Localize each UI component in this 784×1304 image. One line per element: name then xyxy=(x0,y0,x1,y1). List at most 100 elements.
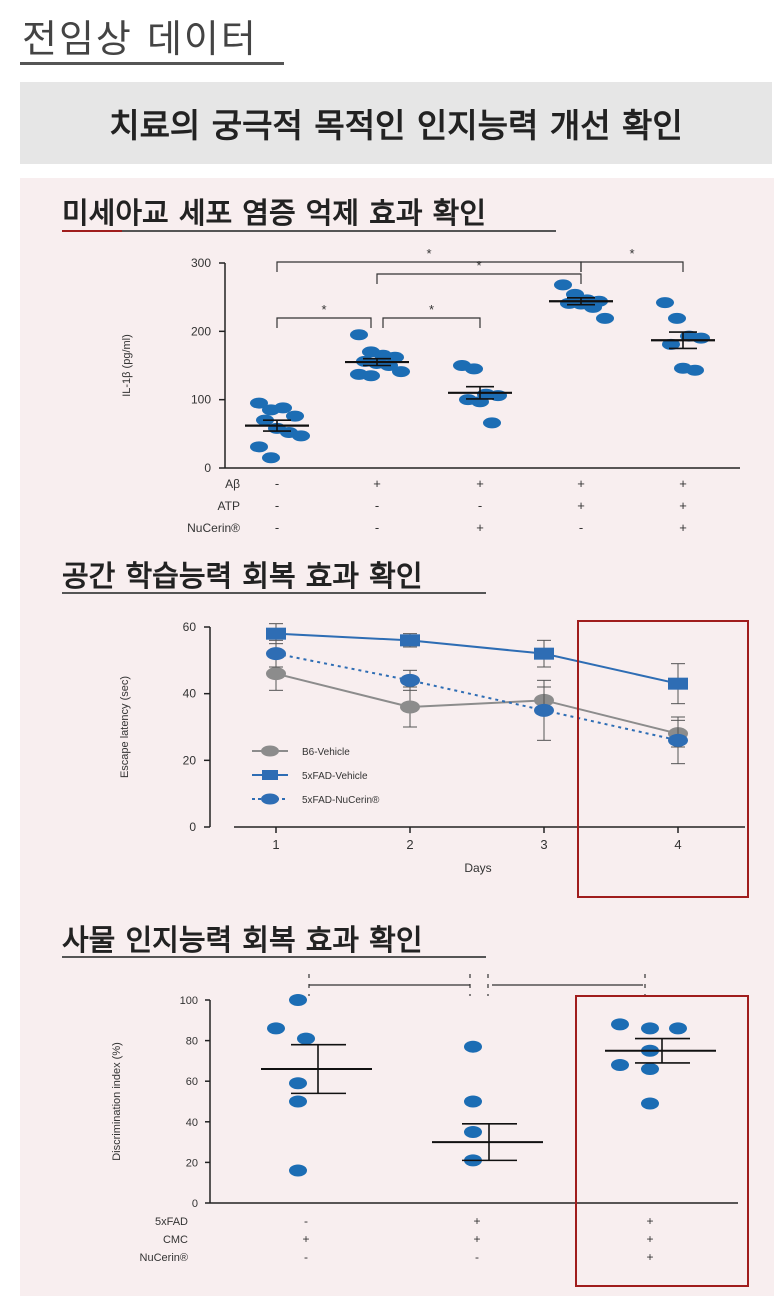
chart1-significance-bracket xyxy=(382,317,481,328)
chart2-data-point xyxy=(534,703,554,717)
chart1-condition-value: + xyxy=(476,476,484,491)
chart1-significance-bracket xyxy=(376,273,582,284)
chart2-legend-marker xyxy=(261,793,279,805)
chart2-y-axis-label: Escape latency (sec) xyxy=(119,676,131,778)
chart2-x-tick-label: 4 xyxy=(674,837,681,852)
chart1-data-point xyxy=(262,452,280,464)
chart1-condition-value: + xyxy=(679,520,687,535)
chart1-data-point xyxy=(465,363,483,375)
chart1-data-point xyxy=(392,366,410,378)
chart2-data-point xyxy=(266,667,286,681)
chart1-condition-value: - xyxy=(375,520,379,535)
chart1-condition-value: - xyxy=(478,498,482,513)
page-header: 전임상 데이터 xyxy=(22,17,258,61)
chart3-data-point xyxy=(641,1063,659,1076)
chart3-data-point xyxy=(289,994,307,1006)
chart1-condition-value: + xyxy=(679,498,687,513)
chart3-y-axis-label: Discrimination index (%) xyxy=(111,1042,123,1161)
chart3-condition-value: + xyxy=(302,1232,309,1246)
section-title-inflammation: 미세아교 세포 염증 억제 효과 확인 xyxy=(62,196,487,230)
chart1-data-point xyxy=(250,397,268,409)
chart3-y-tick-label: 20 xyxy=(186,1157,198,1169)
summary-banner: 치료의 궁극적 목적인 인지능력 개선 확인 xyxy=(20,82,772,164)
chart3-data-point xyxy=(611,1058,629,1071)
chart1-significance-bracket xyxy=(580,261,684,272)
chart3-condition-value: - xyxy=(304,1214,308,1228)
chart3-data-point xyxy=(641,1022,659,1035)
chart3-y-tick-label: 60 xyxy=(186,1076,198,1088)
chart1-data-point xyxy=(656,297,674,309)
chart1-data-point xyxy=(596,312,614,324)
chart2-x-tick-label: 2 xyxy=(406,837,413,852)
chart1-data-point xyxy=(692,332,710,344)
chart2-legend-label: B6-Vehicle xyxy=(302,747,350,758)
chart2-legend-label: 5xFAD-Vehicle xyxy=(302,771,368,782)
chart2-x-tick-label: 1 xyxy=(272,837,279,852)
chart2-series-line xyxy=(275,672,679,735)
chart3-condition-value: + xyxy=(646,1214,653,1228)
chart3-data-point xyxy=(289,1164,307,1177)
chart1-significance-bracket xyxy=(276,317,372,328)
chart3-y-tick-label: 40 xyxy=(186,1117,198,1129)
chart2-data-point xyxy=(266,647,286,661)
chart3-data-point xyxy=(641,1097,659,1110)
chart3-data-point xyxy=(464,1095,482,1108)
chart2-data-point xyxy=(266,627,286,640)
chart2-series-line xyxy=(275,652,679,742)
section-title-spatial: 공간 학습능력 회복 효과 확인 xyxy=(62,559,423,593)
chart2-x-tick-label: 3 xyxy=(540,837,547,852)
chart2-highlight-box xyxy=(577,620,749,898)
chart2-data-point xyxy=(668,677,688,690)
chart1-data-point xyxy=(584,301,602,313)
chart3-condition-value: - xyxy=(304,1250,308,1264)
section-underline-object xyxy=(62,956,486,958)
chart2-x-axis-label: Days xyxy=(464,861,491,875)
chart1-condition-value: + xyxy=(679,476,687,491)
chart3-condition-label: NuCerin® xyxy=(140,1252,188,1264)
chart1-y-axis-label: IL-1β (pg/ml) xyxy=(121,334,133,397)
chart1-y-tick-label: 0 xyxy=(204,461,211,475)
chart1-data-point xyxy=(286,410,304,422)
chart1-condition-value: - xyxy=(375,498,379,513)
chart2-legend-marker xyxy=(261,745,279,757)
chart1-data-point xyxy=(250,441,268,453)
chart2-data-point xyxy=(668,733,688,747)
chart1-data-point xyxy=(350,329,368,341)
chart3-condition-value: - xyxy=(475,1250,479,1264)
chart1-condition-value: + xyxy=(373,476,381,491)
chart2-y-tick-label: 20 xyxy=(183,753,197,767)
chart3-data-point xyxy=(464,1040,482,1053)
chart3-condition-value: + xyxy=(473,1214,480,1228)
chart3-data-point xyxy=(669,1022,687,1035)
chart1-significance-label: * xyxy=(629,246,634,261)
chart3-condition-value: + xyxy=(646,1232,653,1246)
chart2-data-point xyxy=(400,634,420,647)
chart3-data-point xyxy=(464,1125,482,1138)
chart1-condition-value: + xyxy=(577,498,585,513)
chart1-condition-label: NuCerin® xyxy=(187,521,240,535)
chart3-highlight-box xyxy=(575,995,749,1287)
chart1-condition-label: Aβ xyxy=(225,477,240,491)
chart3-y-tick-label: 100 xyxy=(180,995,198,1007)
chart1-condition-value: - xyxy=(275,476,279,491)
chart1-data-point xyxy=(274,402,292,414)
section-underline-inflammation xyxy=(62,230,556,232)
chart1-condition-value: - xyxy=(579,520,583,535)
chart2-data-point xyxy=(400,673,420,687)
chart2-legend-label: 5xFAD-NuCerin® xyxy=(302,795,380,806)
chart3-data-point xyxy=(267,1022,285,1035)
chart3-y-tick-label: 0 xyxy=(192,1198,198,1210)
chart1-data-point xyxy=(483,417,501,429)
chart3-condition-label: CMC xyxy=(163,1234,188,1246)
chart1-condition-value: + xyxy=(476,520,484,535)
chart1-significance-label: * xyxy=(429,302,434,317)
chart3-data-point xyxy=(611,1018,629,1031)
chart3-condition-value: + xyxy=(646,1250,653,1264)
chart1-data-point xyxy=(292,430,310,442)
section-underline-spatial xyxy=(62,592,486,594)
chart1-data-point xyxy=(362,370,380,382)
chart1-significance-bracket xyxy=(276,261,582,272)
chart1-significance-label: * xyxy=(321,302,326,317)
chart3-y-tick-label: 80 xyxy=(186,1036,198,1048)
